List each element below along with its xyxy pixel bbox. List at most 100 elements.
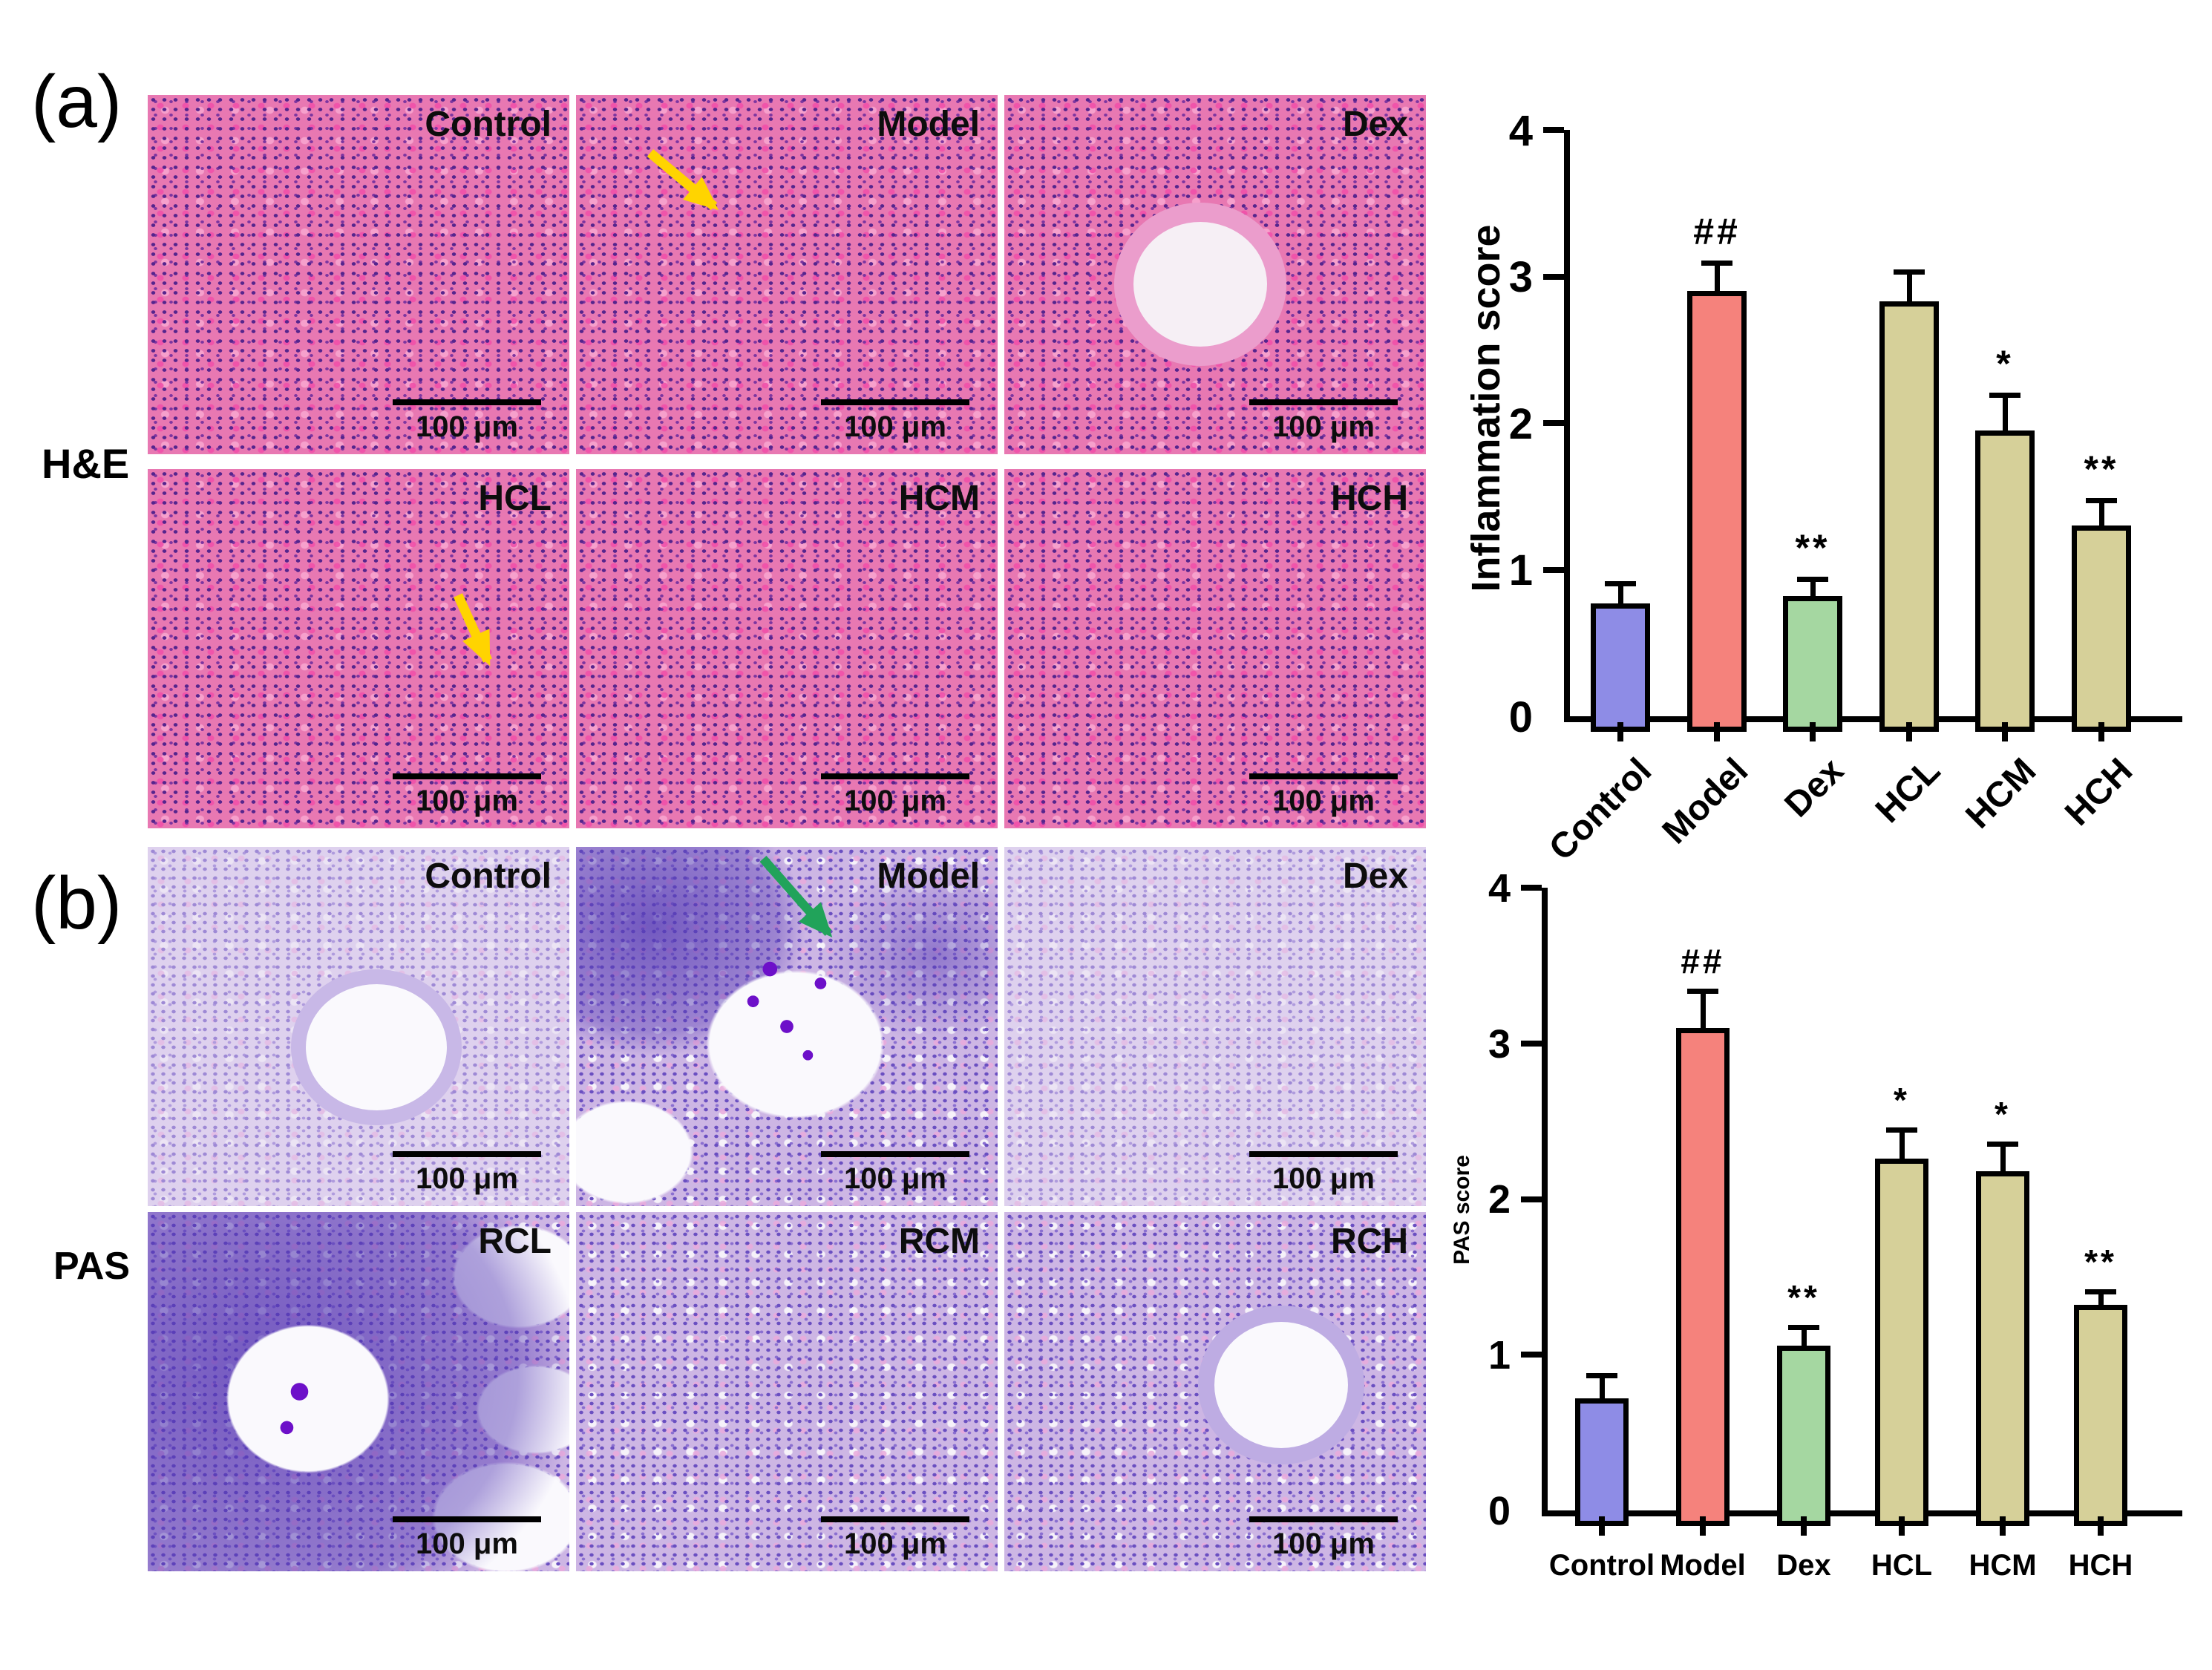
scale-bar-label: 100 μm [416, 1162, 518, 1195]
scale-bar [1249, 399, 1398, 405]
scale-bar-label: 100 μm [844, 410, 946, 443]
micrograph-pas-model: Model 100 μm [576, 847, 998, 1206]
micrograph-label: RCM [898, 1222, 980, 1261]
y-axis-title: PAS score [1450, 1155, 1474, 1265]
scale-bar [1249, 1151, 1398, 1157]
y-tick [1521, 1352, 1542, 1358]
error-bar-stem-control [1599, 1373, 1605, 1418]
micrograph-label: Dex [1342, 857, 1408, 896]
y-tick [1521, 1040, 1542, 1047]
micrograph-pas-rch: RCH 100 μm [1004, 1212, 1426, 1571]
x-axis-line [1564, 716, 2182, 722]
y-tick [1543, 273, 1564, 280]
micrograph-pas-rcm: RCM 100 μm [576, 1212, 998, 1571]
error-bar-cap-dex [1788, 1325, 1819, 1331]
significance-annotation-dex: ** [1795, 527, 1830, 569]
error-bar-cap-hcm [1987, 1141, 2018, 1147]
scale-bar [1249, 773, 1398, 779]
micrograph-label: Model [877, 105, 980, 144]
x-tick-hcl [1899, 1516, 1905, 1536]
micrograph-label: HCL [478, 479, 552, 518]
y-tick-label: 2 [1508, 399, 1533, 448]
error-bar-cap-dex [1797, 577, 1828, 583]
x-tick-hcm [2002, 722, 2008, 741]
error-bar-stem-model [1714, 260, 1720, 311]
scale-bar [821, 773, 969, 779]
bar-control [1591, 603, 1650, 732]
y-tick-label: 1 [1488, 1333, 1511, 1378]
y-tick [1543, 420, 1564, 426]
y-tick-label: 0 [1488, 1488, 1511, 1533]
significance-annotation-model: ## [1681, 942, 1725, 981]
x-tick-hcl [1906, 722, 1912, 741]
scale-bar [821, 1516, 969, 1522]
scale-bar-label: 100 μm [1272, 1162, 1375, 1195]
tissue-texture [576, 1212, 998, 1571]
y-tick-label: 3 [1508, 253, 1533, 302]
x-tick-hch [2098, 1516, 2104, 1536]
error-bar-cap-hcm [1989, 392, 2020, 398]
y-tick-label: 4 [1488, 865, 1511, 911]
micrograph-he-dex: Dex 100 μm [1004, 95, 1426, 454]
error-bar-stem-hcm [2000, 1141, 2006, 1191]
y-tick-label: 0 [1508, 692, 1533, 741]
tissue-texture [148, 469, 569, 828]
x-tick-label-hch: HCH [2068, 1549, 2133, 1582]
significance-annotation-hcm: * [1995, 1094, 2011, 1133]
y-axis-line [1564, 130, 1570, 722]
scale-bar [393, 399, 541, 405]
error-bar-stem-control [1617, 581, 1623, 623]
x-tick-model [1714, 722, 1720, 741]
micrograph-pas-control: Control 100 μm [148, 847, 569, 1206]
micrograph-label: RCH [1331, 1222, 1408, 1261]
error-bar-stem-hcl [1906, 269, 1912, 321]
bar-hcm [1976, 1170, 2029, 1526]
error-bar-stem-hch [2098, 497, 2104, 546]
tissue-texture [576, 95, 998, 454]
scale-bar-label: 100 μm [416, 785, 518, 817]
y-tick [1521, 885, 1542, 891]
bar-hcl [1875, 1158, 1928, 1526]
scale-bar [1249, 1516, 1398, 1522]
inflammation-score-chart: 0 1 2 3 4 Inflammation score Control ## Model ** D… [1440, 59, 2212, 920]
bar-hcm [1975, 430, 2035, 732]
error-bar-cap-hch [2086, 497, 2117, 503]
y-axis-line [1542, 888, 1548, 1516]
tissue-texture [148, 95, 569, 454]
tissue-texture [1004, 847, 1426, 1206]
x-tick-dex [1801, 1516, 1807, 1536]
x-axis-line [1542, 1510, 2182, 1516]
micrograph-label: Control [425, 857, 552, 896]
scale-bar-label: 100 μm [416, 410, 518, 443]
significance-annotation-model: ## [1693, 210, 1741, 252]
micrograph-pas-dex: Dex 100 μm [1004, 847, 1426, 1206]
scale-bar-label: 100 μm [844, 1162, 946, 1195]
y-tick [1521, 1196, 1542, 1202]
error-bar-cap-model [1687, 989, 1718, 995]
micrograph-label: RCL [478, 1222, 552, 1261]
error-bar-stem-hcm [2002, 392, 2008, 450]
bar-dex [1777, 1345, 1830, 1526]
error-bar-cap-model [1701, 260, 1732, 266]
x-tick-control [1599, 1516, 1605, 1536]
scale-bar-label: 100 μm [844, 1527, 946, 1560]
micrograph-he-hcm: HCM 100 μm [576, 469, 998, 828]
scale-bar [821, 399, 969, 405]
scale-bar [393, 773, 541, 779]
error-bar-stem-model [1700, 989, 1706, 1047]
stain-label-pas: PAS [53, 1245, 131, 1288]
error-bar-cap-hcl [1894, 269, 1925, 275]
x-tick-dex [1810, 722, 1816, 741]
x-tick-hch [2098, 722, 2104, 741]
micrograph-he-hcl: HCL 100 μm [148, 469, 569, 828]
scale-bar-label: 100 μm [1272, 785, 1375, 817]
y-tick [1543, 127, 1564, 133]
scale-bar-label: 100 μm [1272, 1527, 1375, 1560]
micrograph-label: HCH [1331, 479, 1408, 518]
x-tick-hcm [2000, 1516, 2006, 1536]
micrograph-label: HCM [898, 479, 980, 518]
micrograph-label: Model [877, 857, 980, 896]
micrograph-label: Dex [1342, 105, 1408, 144]
error-bar-cap-hch [2085, 1289, 2116, 1295]
